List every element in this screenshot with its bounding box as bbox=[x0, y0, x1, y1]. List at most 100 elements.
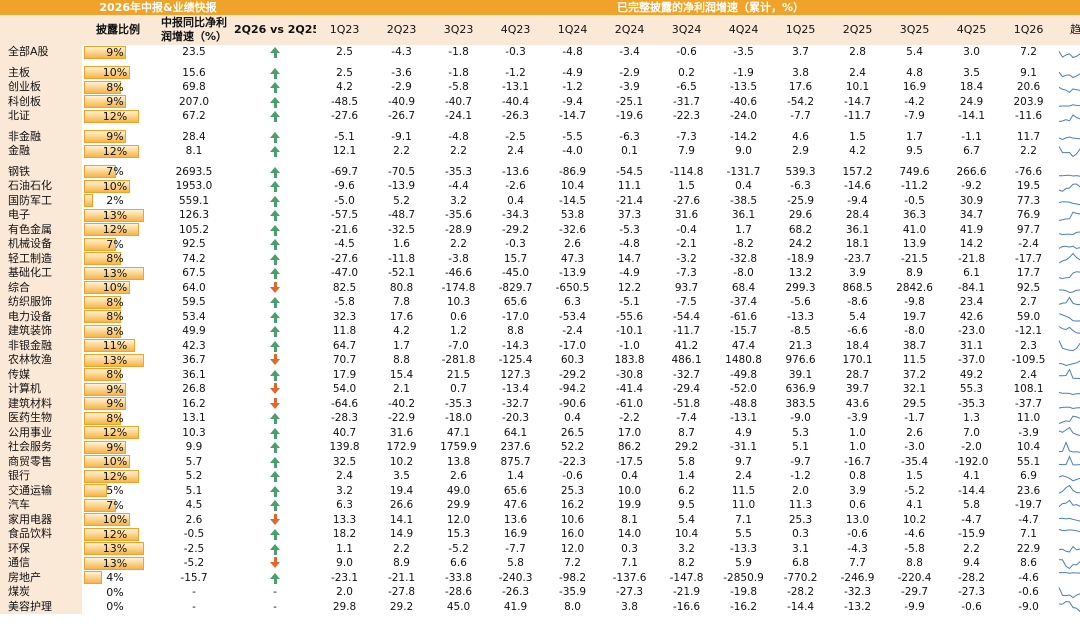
row-name: 煤炭 bbox=[0, 585, 82, 600]
trend-sparkline bbox=[1057, 353, 1080, 368]
ratio-bar bbox=[84, 455, 131, 469]
row-name: 食品饮料 bbox=[0, 527, 82, 542]
sparkline-chart bbox=[1059, 572, 1080, 575]
table-row: 家用电器 10% 2.6 13.3 14.1 12.0 13.6 10.6 8.1 5.4 7.1 2… bbox=[0, 512, 1080, 528]
ratio-cell: 8% bbox=[82, 368, 154, 383]
growth-value: 15.6 bbox=[182, 66, 206, 79]
quarter-value: -53.4 bbox=[558, 310, 587, 323]
trend-sparkline bbox=[1057, 165, 1080, 180]
quarter-value: -0.3 bbox=[505, 238, 526, 250]
sparkline-chart bbox=[1058, 72, 1080, 79]
quarter-value: 93.7 bbox=[674, 281, 699, 294]
ratio-bar-box: 10% bbox=[84, 455, 154, 469]
quarter-value: -10.1 bbox=[615, 325, 644, 337]
quarter-value: -16.7 bbox=[843, 455, 872, 468]
quarter-value: 29.2 bbox=[389, 600, 414, 613]
sparkline-path bbox=[1059, 455, 1080, 466]
trend-sparkline bbox=[1057, 281, 1080, 296]
quarter-value: 172.9 bbox=[386, 441, 417, 453]
ratio-cell: 7% bbox=[82, 237, 154, 252]
growth-value: -2.5 bbox=[183, 542, 205, 555]
row-name: 轻工制造 bbox=[0, 251, 82, 266]
quarter-value: 12.2 bbox=[617, 281, 642, 294]
quarter-value: 20.6 bbox=[1016, 81, 1041, 93]
quarter-value: -13.1 bbox=[729, 412, 758, 424]
trend-sparkline bbox=[1057, 252, 1080, 267]
ratio-bar bbox=[84, 397, 126, 411]
quarter-value: -3.8 bbox=[448, 252, 469, 265]
row-name: 计算机 bbox=[0, 382, 82, 397]
ratio-label: 13% bbox=[102, 353, 128, 367]
sparkline-chart bbox=[1058, 359, 1080, 366]
quarter-value: 10.4 bbox=[560, 180, 585, 192]
quarter-value: 1.5 bbox=[678, 180, 695, 192]
trend-sparkline bbox=[1057, 498, 1080, 513]
quarter-value: 16.9 bbox=[503, 528, 528, 540]
table-row: 通信 13% -5.2 9.0 8.9 6.6 5.8 7.2 7.1 8.2 5.9 6.8 7.7 8… bbox=[0, 556, 1080, 571]
quarter-value: 70.7 bbox=[332, 354, 357, 366]
quarter-value: -35.3 bbox=[444, 165, 473, 178]
growth-value: 5.7 bbox=[185, 455, 203, 468]
col-header-quarter: 3Q24 bbox=[658, 15, 716, 45]
quarter-value: 2.1 bbox=[393, 383, 410, 395]
ratio-bar bbox=[84, 95, 126, 109]
quarter-value: 13.3 bbox=[332, 513, 357, 526]
quarter-value: 11.5 bbox=[902, 354, 927, 366]
table-row: 机械设备 7% 92.5 -4.5 1.6 2.2 -0.3 2.6 -4.8 -2.1 -8.2 2… bbox=[0, 237, 1080, 252]
ratio-bar bbox=[84, 109, 140, 123]
quarter-value: -47.0 bbox=[330, 267, 359, 279]
ratio-label: 12% bbox=[102, 109, 128, 123]
quarter-value: 41.9 bbox=[959, 223, 984, 236]
ratio-bar-box: 8% bbox=[84, 324, 154, 338]
ratio-bar bbox=[84, 527, 140, 541]
table-row: 轻工制造 8% 74.2 -27.6 -11.8 -3.8 15.7 47.3 14.7 -3.2… bbox=[0, 251, 1080, 267]
quarter-value: -4.8 bbox=[448, 130, 469, 143]
quarter-value: 4.1 bbox=[906, 499, 923, 511]
quarter-value: -40.7 bbox=[444, 95, 473, 108]
quarter-value: 19.7 bbox=[902, 310, 927, 323]
quarter-value: 92.5 bbox=[1016, 281, 1041, 294]
quarter-value: 36.1 bbox=[731, 209, 756, 221]
ratio-bar bbox=[84, 382, 126, 396]
table-row: 主板 10% 15.6 2.5 -3.6 -1.8 -1.2 -4.9 -2.9 0.2 -1.9 3… bbox=[0, 65, 1080, 80]
quarter-value: -4.9 bbox=[619, 267, 640, 279]
quarter-value: -32.5 bbox=[387, 223, 416, 236]
quarter-value: -3.0 bbox=[904, 441, 925, 453]
sparkline-chart bbox=[1058, 391, 1080, 395]
col-header-growth-line1: 中报同比净利 bbox=[161, 16, 227, 29]
quarter-value: 29.5 bbox=[902, 397, 927, 410]
arrow-up-icon bbox=[270, 297, 281, 308]
quarter-value: -1.2 bbox=[790, 470, 811, 482]
ratio-label: 2% bbox=[106, 194, 124, 208]
quarter-value: -32.7 bbox=[672, 368, 701, 381]
trend-sparkline bbox=[1057, 513, 1080, 528]
quarter-value: -29.7 bbox=[900, 586, 929, 598]
quarter-value: 1480.8 bbox=[725, 354, 762, 366]
table-row: 北证 12% 67.2 -27.6 -26.7 -24.1 -26.3 -14.7 -19.6 -… bbox=[0, 109, 1080, 124]
quarter-value: -5.0 bbox=[334, 194, 355, 207]
quarter-value: -54.2 bbox=[786, 95, 815, 108]
ratio-cell: 10% bbox=[82, 179, 154, 194]
col-header-growth-line2: 润增速（%） bbox=[160, 30, 228, 43]
quarter-value: 2.5 bbox=[336, 66, 353, 79]
quarter-value: -8.5 bbox=[790, 325, 811, 337]
ratio-bar-box: 8% bbox=[84, 411, 154, 425]
compare-cell bbox=[234, 368, 316, 383]
sparkline-chart bbox=[1058, 270, 1080, 279]
ratio-label: 9% bbox=[106, 95, 124, 109]
ratio-bar bbox=[84, 324, 121, 338]
ratio-label: 8% bbox=[106, 80, 124, 94]
quarter-value: -3.6 bbox=[391, 66, 412, 79]
row-name: 通信 bbox=[0, 556, 82, 571]
growth-value: 13.1 bbox=[182, 412, 206, 424]
arrow-up-icon bbox=[270, 253, 281, 265]
quarter-value: 10.2 bbox=[902, 513, 927, 526]
compare-cell bbox=[234, 339, 316, 354]
sparkline-path bbox=[1058, 211, 1080, 221]
quarter-value: 8.2 bbox=[678, 557, 695, 569]
quarter-value: -19.8 bbox=[729, 586, 758, 598]
compare-cell bbox=[234, 556, 316, 571]
quarter-value: 12.0 bbox=[446, 513, 471, 526]
quarter-value: 7.9 bbox=[678, 145, 695, 157]
quarter-value: 31.6 bbox=[674, 209, 699, 221]
